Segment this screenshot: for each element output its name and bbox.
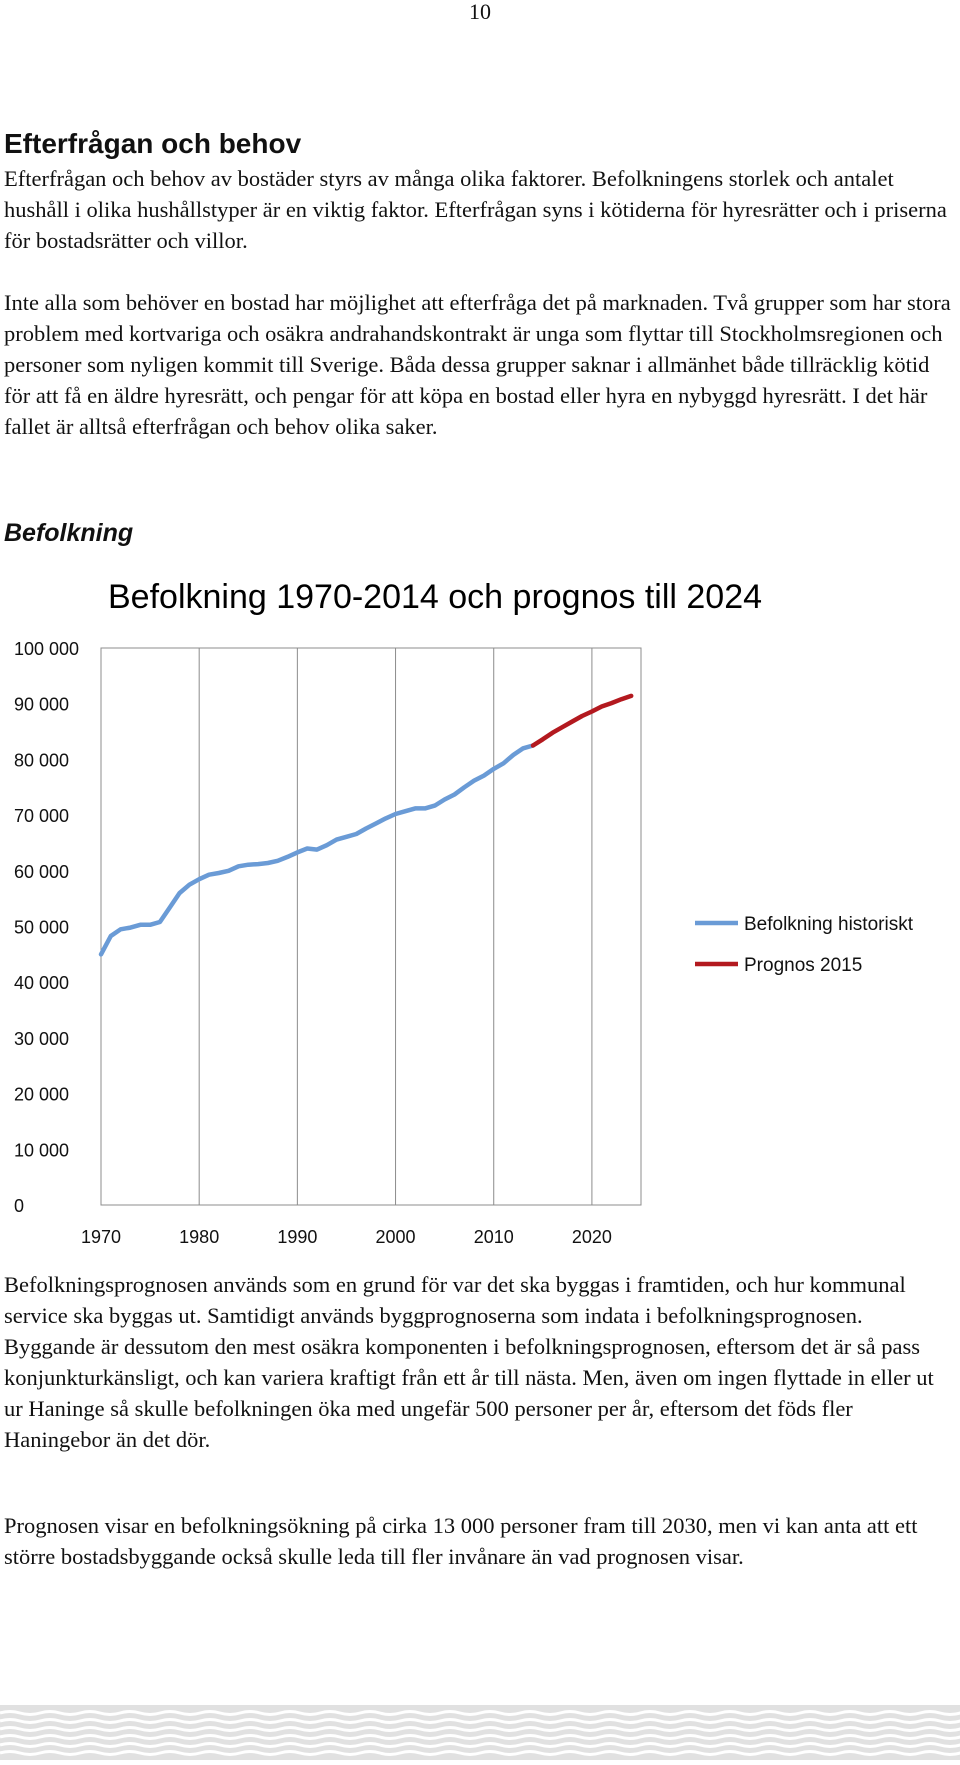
footer-decoration <box>0 1705 960 1760</box>
paragraph-forecast-result: Prognosen visar en befolkningsökning på … <box>4 1513 918 1569</box>
population-chart: Befolkning 1970-2014 och prognos till 20… <box>0 560 960 1260</box>
y-tick-label: 10 000 <box>14 1140 69 1160</box>
page-number: 10 <box>469 0 491 24</box>
footer-wave-line <box>0 1742 960 1748</box>
footer-wave-line <box>0 1750 960 1756</box>
chart-title: Befolkning 1970-2014 och prognos till 20… <box>108 578 762 616</box>
x-tick-label: 1990 <box>277 1227 317 1247</box>
y-tick-label: 20 000 <box>14 1085 69 1105</box>
y-tick-label: 40 000 <box>14 973 69 993</box>
x-tick-label: 1970 <box>81 1227 121 1247</box>
y-tick-label: 0 <box>14 1196 24 1216</box>
footer-wave-pattern <box>0 1710 960 1756</box>
series-line-1 <box>530 693 634 748</box>
y-tick-label: 30 000 <box>14 1029 69 1049</box>
footer-wave-line <box>0 1718 960 1724</box>
section-heading: Efterfrågan och behov <box>4 128 302 159</box>
population-chart-svg: Befolkning 1970-2014 och prognos till 20… <box>14 578 914 1247</box>
series-line-0 <box>98 743 536 957</box>
y-tick-label: 100 000 <box>14 639 79 659</box>
x-tick-label: 2000 <box>376 1227 416 1247</box>
y-tick-label: 90 000 <box>14 695 69 715</box>
y-tick-label: 70 000 <box>14 806 69 826</box>
y-tick-label: 50 000 <box>14 918 69 938</box>
footer-wave-line <box>0 1734 960 1740</box>
paragraph-forecast-use: Befolkningsprognosen används som en grun… <box>4 1272 934 1452</box>
legend-label: Prognos 2015 <box>744 955 862 976</box>
y-tick-label: 80 000 <box>14 750 69 770</box>
paragraph-needs: Inte alla som behöver en bostad har möjl… <box>4 290 951 439</box>
x-tick-label: 2010 <box>474 1227 514 1247</box>
y-tick-label: 60 000 <box>14 862 69 882</box>
footer-wave-line <box>0 1710 960 1716</box>
footer-wave-line <box>0 1726 960 1732</box>
legend-label: Befolkning historiskt <box>744 914 914 935</box>
subsection-heading: Befolkning <box>4 519 134 547</box>
x-tick-label: 2020 <box>572 1227 612 1247</box>
plot-area-border <box>100 647 642 1206</box>
x-tick-label: 1980 <box>179 1227 219 1247</box>
paragraph-intro: Efterfrågan och behov av bostäder styrs … <box>4 166 947 253</box>
